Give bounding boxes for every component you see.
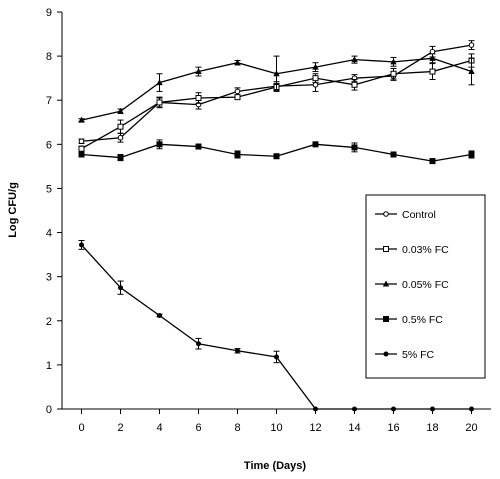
y-tick-label: 5: [46, 183, 52, 195]
data-point: [234, 59, 241, 66]
data-point: [78, 138, 85, 145]
data-point: [390, 58, 397, 65]
data-point: [468, 151, 475, 158]
legend-marker: [383, 211, 389, 217]
y-tick-label: 4: [46, 228, 52, 240]
x-tick-label: 16: [387, 422, 399, 434]
y-axis-title: Log CFU/g: [7, 182, 19, 238]
y-ticks: 0 1 2 3 4 5 6 7 8 9: [46, 7, 62, 416]
x-tick-label: 20: [465, 422, 477, 434]
data-point: [429, 68, 436, 75]
series-5: [78, 239, 474, 412]
series-layer: [78, 40, 475, 412]
data-point: [429, 158, 436, 165]
data-point: [117, 107, 124, 114]
legend-marker: [382, 280, 390, 287]
x-tick-label: 4: [156, 422, 162, 434]
legend-marker: [383, 351, 389, 357]
y-tick-label: 1: [46, 360, 52, 372]
data-point: [312, 75, 319, 82]
data-point: [79, 242, 84, 248]
data-point: [78, 151, 85, 158]
data-point: [391, 406, 396, 412]
legend-item: 0.05% FC: [375, 279, 449, 291]
data-point: [430, 406, 435, 412]
legend-label: 5% FC: [402, 349, 435, 361]
data-point: [469, 406, 474, 412]
data-point: [312, 141, 319, 148]
y-tick-label: 2: [46, 316, 52, 328]
data-point: [468, 68, 475, 75]
x-axis-title: Time (Days): [244, 460, 306, 472]
x-tick-label: 0: [78, 422, 84, 434]
data-point: [156, 99, 163, 106]
data-point: [118, 285, 123, 291]
data-point: [195, 143, 202, 150]
data-point: [234, 151, 241, 158]
data-point: [351, 56, 358, 63]
data-point: [78, 116, 85, 123]
x-tick-label: 2: [117, 422, 123, 434]
data-point: [195, 95, 202, 102]
data-point: [352, 406, 357, 412]
y-tick-label: 9: [46, 7, 52, 19]
legend-label: 0.5% FC: [402, 314, 443, 326]
data-point: [156, 141, 163, 148]
y-tick-label: 0: [46, 404, 52, 416]
data-point: [390, 70, 397, 77]
data-point: [234, 94, 241, 101]
data-point: [274, 354, 279, 360]
data-point: [390, 151, 397, 158]
data-point: [273, 70, 280, 77]
legend-label: 0.05% FC: [402, 279, 449, 291]
data-point: [195, 68, 202, 75]
series-4: [78, 139, 475, 165]
x-tick-label: 18: [426, 422, 438, 434]
data-point: [313, 406, 318, 412]
x-tick-label: 6: [195, 422, 201, 434]
legend: Control 0.03% FC 0.05% FC 0.5% FC 5% FC: [365, 194, 486, 379]
data-point: [351, 81, 358, 88]
x-tick-label: 12: [309, 422, 321, 434]
x-tick-label: 10: [270, 422, 282, 434]
legend-item: 0.5% FC: [375, 314, 443, 326]
data-point: [235, 348, 240, 354]
y-tick-label: 6: [46, 139, 52, 151]
data-point: [234, 88, 241, 95]
x-tick-label: 14: [348, 422, 360, 434]
data-point: [429, 48, 436, 55]
legend-items: Control 0.03% FC 0.05% FC 0.5% FC 5% FC: [375, 209, 449, 361]
data-point: [351, 144, 358, 151]
y-tick-label: 3: [46, 272, 52, 284]
data-point: [117, 134, 124, 141]
data-point: [312, 81, 319, 88]
legend-item: 5% FC: [375, 349, 435, 361]
data-point: [429, 54, 436, 61]
data-point: [78, 145, 85, 152]
y-tick-label: 8: [46, 51, 52, 63]
x-tick-label: 8: [234, 422, 240, 434]
legend-item: 0.03% FC: [375, 244, 449, 256]
data-point: [117, 154, 124, 161]
data-point: [468, 42, 475, 48]
data-point: [156, 79, 163, 86]
legend-marker: [383, 316, 389, 322]
legend-item: Control: [375, 209, 436, 221]
x-ticks: 0 2 4 6 8 10 12 14 16 18 20: [78, 409, 478, 434]
legend-label: Control: [402, 209, 436, 221]
legend-marker: [383, 246, 389, 252]
series-3: [78, 53, 475, 123]
data-point: [312, 63, 319, 70]
data-point: [157, 312, 162, 318]
data-point: [273, 153, 280, 160]
data-point: [196, 341, 201, 347]
legend-label: 0.03% FC: [402, 244, 449, 256]
data-point: [117, 123, 124, 130]
y-tick-label: 7: [46, 95, 52, 107]
